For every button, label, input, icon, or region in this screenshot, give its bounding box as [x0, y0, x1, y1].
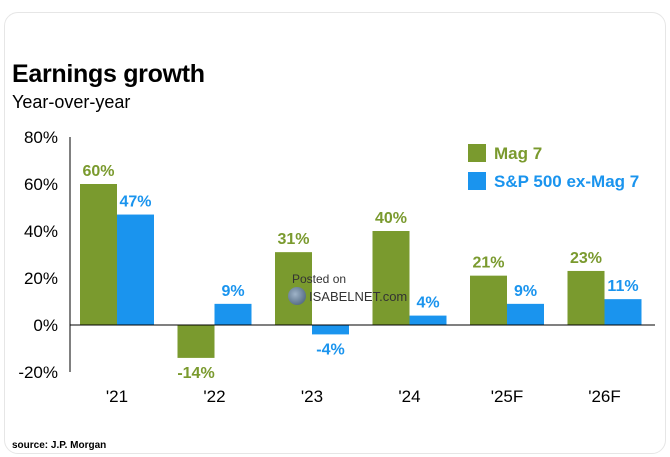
chart-title: Earnings growth: [12, 60, 205, 88]
data-labels: 60% 47% -14% 9% 31% -4% 40% 4% 21% 9% 23% 11%: [82, 163, 638, 382]
bar-mag7: [567, 270, 605, 325]
data-label: 11%: [607, 278, 638, 295]
bar-mag7: [470, 275, 507, 325]
data-label: 23%: [570, 250, 602, 267]
legend-swatch: [468, 172, 486, 190]
data-label: 9%: [514, 283, 537, 300]
data-label: -14%: [177, 365, 214, 382]
watermark-line2: ISABELNET.com: [309, 288, 408, 304]
y-tick-label: 20%: [24, 269, 58, 288]
bar-sp500: [409, 315, 447, 325]
y-tick-label: 80%: [24, 128, 58, 147]
watermark: Posted on ISABELNET.com: [288, 272, 407, 305]
legend: Mag 7 S&P 500 ex-Mag 7: [468, 144, 639, 191]
bars: [80, 184, 642, 358]
y-tick-label: 60%: [24, 175, 58, 194]
x-tick-label: '21: [106, 387, 128, 406]
x-tick-label: '22: [203, 387, 225, 406]
bar-mag7: [177, 325, 215, 358]
legend-label: Mag 7: [494, 144, 542, 163]
chart-subtitle: Year-over-year: [12, 92, 131, 112]
bar-mag7: [372, 231, 410, 325]
bar-sp500: [117, 214, 154, 325]
source-note: source: J.P. Morgan: [12, 440, 107, 451]
data-label: 9%: [221, 283, 244, 300]
legend-label: S&P 500 ex-Mag 7: [494, 172, 639, 191]
bar-sp500: [312, 325, 349, 335]
y-tick-label: -20%: [18, 363, 58, 382]
y-tick-label: 0%: [33, 316, 58, 335]
y-axis-ticks: 80% 60% 40% 20% 0% -20%: [18, 128, 58, 382]
x-tick-label: '26F: [588, 387, 621, 406]
data-label: 40%: [375, 210, 407, 227]
data-label: 31%: [277, 231, 309, 248]
legend-swatch: [468, 144, 486, 162]
bar-sp500: [214, 303, 252, 325]
x-tick-label: '25F: [491, 387, 524, 406]
x-axis-labels: '21 '22 '23 '24 '25F '26F: [106, 387, 621, 406]
bar-sp500: [604, 299, 642, 325]
data-label: 21%: [472, 255, 504, 272]
x-tick-label: '23: [301, 387, 323, 406]
data-label: 47%: [119, 194, 151, 211]
x-tick-label: '24: [398, 387, 420, 406]
y-tick-label: 40%: [24, 222, 58, 241]
bar-sp500: [507, 303, 544, 325]
axes: [69, 137, 655, 372]
globe-icon: [288, 287, 306, 305]
data-label: 4%: [416, 295, 439, 312]
bar-mag7: [80, 184, 117, 325]
data-label: -4%: [316, 341, 344, 358]
watermark-line1: Posted on: [292, 272, 347, 286]
data-label: 60%: [82, 163, 114, 180]
